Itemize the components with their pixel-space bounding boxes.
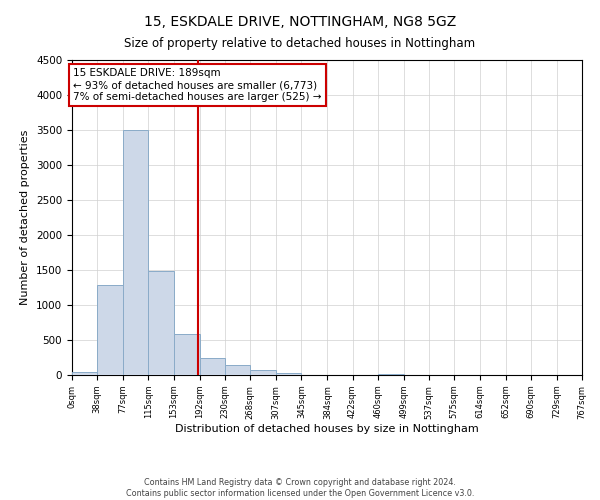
Bar	[378, 374, 404, 375]
Bar	[72, 372, 97, 375]
Bar	[225, 365, 250, 375]
Bar	[276, 373, 301, 375]
Bar	[174, 334, 200, 375]
X-axis label: Distribution of detached houses by size in Nottingham: Distribution of detached houses by size …	[175, 424, 479, 434]
Bar	[123, 130, 148, 375]
Bar	[200, 358, 225, 375]
Text: Size of property relative to detached houses in Nottingham: Size of property relative to detached ho…	[124, 38, 476, 51]
Text: Contains HM Land Registry data © Crown copyright and database right 2024.
Contai: Contains HM Land Registry data © Crown c…	[126, 478, 474, 498]
Bar	[148, 272, 174, 375]
Text: 15, ESKDALE DRIVE, NOTTINGHAM, NG8 5GZ: 15, ESKDALE DRIVE, NOTTINGHAM, NG8 5GZ	[144, 15, 456, 29]
Bar	[250, 370, 276, 375]
Text: 15 ESKDALE DRIVE: 189sqm
← 93% of detached houses are smaller (6,773)
7% of semi: 15 ESKDALE DRIVE: 189sqm ← 93% of detach…	[73, 68, 322, 102]
Bar	[97, 286, 123, 375]
Y-axis label: Number of detached properties: Number of detached properties	[20, 130, 31, 305]
